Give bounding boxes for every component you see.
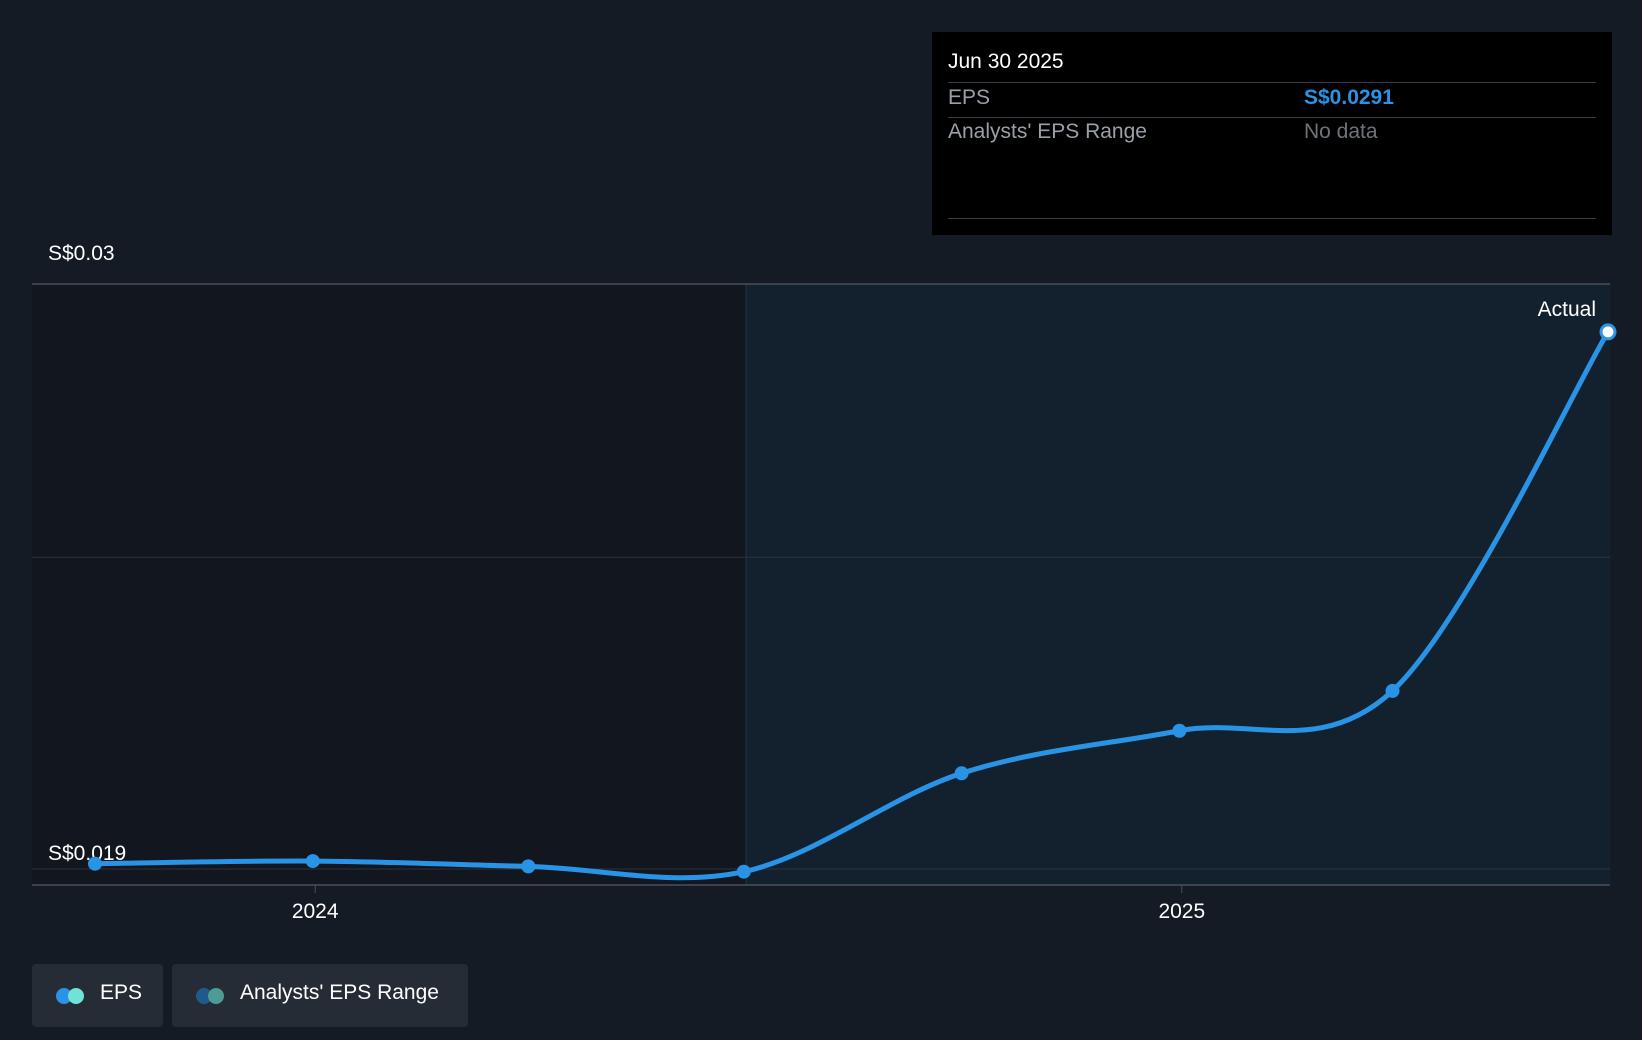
eps-data-point[interactable] [1599,323,1617,341]
x-tick-label: 2024 [292,900,339,923]
tooltip-divider [948,82,1596,83]
x-tick-labels: 2024 2025 [292,885,1205,923]
legend-label-eps: EPS [100,981,143,1004]
tooltip-divider [948,117,1596,118]
y-tick-labels: S$0.03 S$0.019 [48,242,126,865]
eps-dots-icon [68,988,84,1004]
recent-region-background [746,284,1610,885]
legend-item-analysts-eps-range[interactable]: Analysts' EPS Range [172,964,468,1027]
eps-data-point[interactable] [736,864,751,879]
eps-data-point[interactable] [954,766,969,781]
tooltip-eps-value: S$0.0291 [1304,86,1394,109]
eps-series-line [92,329,1611,881]
gridlines [32,283,1610,870]
eps-data-point[interactable] [1172,723,1187,738]
eps-data-points [88,323,1617,879]
tooltip-date: Jun 30 2025 [948,50,1064,73]
tooltip: Jun 30 2025 EPS S$0.0291 Analysts' EPS R… [932,32,1612,235]
eps-data-point[interactable] [1385,683,1400,698]
legend-label-analysts-eps-range: Analysts' EPS Range [240,981,439,1004]
legend-item-eps[interactable]: EPS [32,964,163,1027]
tooltip-range-value: No data [1304,120,1378,143]
actual-annotation: Actual [1538,298,1596,321]
eps-data-point[interactable] [88,856,102,871]
y-tick-label: S$0.019 [48,842,126,865]
past-region-background [32,284,746,885]
x-tick-label: 2025 [1158,900,1205,923]
range-dots-icon [208,988,224,1004]
tooltip-divider [948,218,1596,219]
eps-data-point[interactable] [305,854,320,869]
tooltip-range-label: Analysts' EPS Range [948,120,1147,143]
y-tick-label: S$0.03 [48,242,115,265]
eps-data-point[interactable] [521,859,536,874]
tooltip-eps-label: EPS [948,86,991,109]
